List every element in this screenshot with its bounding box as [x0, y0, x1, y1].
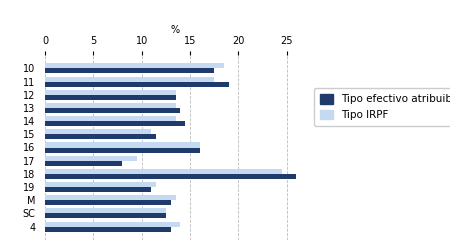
X-axis label: %: % — [171, 25, 180, 35]
Bar — [45, 148, 200, 152]
Bar — [45, 142, 200, 148]
Bar — [45, 82, 229, 86]
Bar — [45, 174, 297, 179]
Bar — [45, 95, 176, 100]
Bar — [45, 108, 180, 113]
Bar — [45, 226, 171, 232]
Bar — [45, 68, 214, 73]
Bar — [45, 222, 180, 226]
Bar — [45, 195, 176, 200]
Bar — [45, 214, 166, 218]
Bar — [45, 187, 151, 192]
Bar — [45, 116, 176, 121]
Bar — [45, 134, 156, 139]
Bar — [45, 76, 214, 82]
Bar — [45, 90, 176, 95]
Bar — [45, 161, 122, 166]
Title: Tributación de actividades económicas: Tributación de actividades económicas — [40, 0, 311, 3]
Bar — [45, 121, 185, 126]
Bar — [45, 182, 156, 187]
Bar — [45, 103, 176, 108]
Bar — [45, 208, 166, 214]
Bar — [45, 169, 282, 174]
Bar — [45, 129, 151, 134]
Legend: Tipo efectivo atribuible, Tipo IRPF: Tipo efectivo atribuible, Tipo IRPF — [314, 88, 450, 126]
Bar — [45, 156, 137, 161]
Bar — [45, 200, 171, 205]
Bar — [45, 64, 224, 68]
